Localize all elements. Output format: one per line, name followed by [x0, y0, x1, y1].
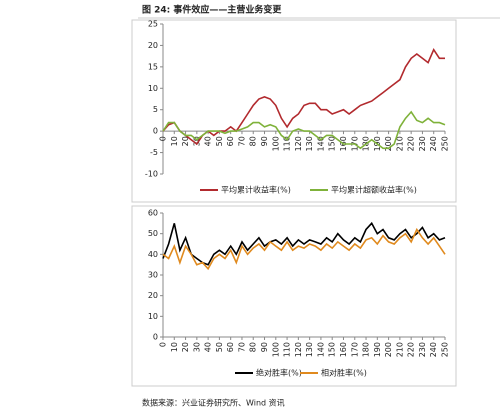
x-tick-label: 20: [181, 342, 190, 352]
x-tick-label: 30: [192, 342, 201, 352]
x-tick-label: 160: [339, 342, 348, 357]
chart-frame: [131, 205, 457, 387]
series-line: [162, 221, 446, 266]
x-tick-label: 90: [260, 342, 269, 352]
x-tick-label: 200: [384, 136, 393, 151]
x-tick-label: 100: [271, 342, 280, 357]
series-line: [162, 110, 446, 150]
x-tick-label: 250: [441, 342, 450, 357]
y-tick-label: 25: [148, 20, 158, 29]
x-tick-label: 220: [407, 136, 416, 151]
x-tick-label: 40: [204, 342, 213, 352]
y-tick-label: -10: [145, 170, 158, 179]
legend-label: 平均累计超额收益率(%): [331, 185, 417, 195]
x-tick-label: 60: [226, 342, 235, 352]
y-tick-label: 20: [148, 41, 158, 50]
x-tick-label: 50: [215, 342, 224, 352]
x-tick-label: 80: [249, 136, 258, 146]
x-tick-label: 230: [418, 342, 427, 357]
y-tick-label: 30: [148, 271, 158, 280]
source-note: 数据来源：兴业证券研究所、Wind 资讯: [142, 398, 285, 408]
y-tick-label: 20: [148, 291, 158, 300]
x-tick-label: 70: [237, 342, 246, 352]
x-tick-label: 240: [429, 342, 438, 357]
x-tick-label: 20: [181, 136, 190, 146]
x-tick-label: 80: [249, 342, 258, 352]
x-tick-label: 200: [384, 342, 393, 357]
y-tick-label: 15: [148, 62, 158, 71]
x-tick-label: 40: [204, 136, 213, 146]
y-tick-label: 0: [153, 127, 158, 136]
y-tick-label: 40: [148, 250, 158, 259]
y-tick-label: 5: [153, 105, 158, 114]
x-tick-label: 10: [170, 342, 179, 352]
legend-label: 绝对胜率(%): [256, 368, 302, 378]
y-tick-label: 10: [148, 312, 158, 321]
x-tick-label: 210: [395, 136, 404, 151]
x-tick-label: 50: [215, 136, 224, 146]
x-tick-label: 180: [362, 342, 371, 357]
x-tick-label: 120: [294, 342, 303, 357]
y-tick-label: 0: [153, 333, 158, 342]
series-line: [162, 48, 445, 146]
x-tick-label: 210: [395, 342, 404, 357]
x-tick-label: 70: [237, 136, 246, 146]
x-tick-label: 0: [159, 136, 168, 141]
figure-title: 图 24: 事件效应——主营业务变更: [142, 4, 282, 16]
x-tick-label: 110: [283, 342, 292, 357]
x-tick-label: 10: [170, 136, 179, 146]
x-tick-label: 230: [418, 136, 427, 151]
x-tick-label: 0: [159, 342, 168, 347]
x-tick-label: 120: [294, 136, 303, 151]
x-tick-label: 190: [373, 342, 382, 357]
x-tick-label: 100: [271, 136, 280, 151]
legend-label: 相对胜率(%): [321, 368, 367, 378]
legend-label: 平均累计收益率(%): [221, 185, 291, 195]
x-tick-label: 150: [328, 342, 337, 357]
x-tick-label: 240: [429, 136, 438, 151]
x-tick-label: 30: [192, 136, 201, 146]
x-tick-label: 110: [283, 136, 292, 151]
x-tick-label: 140: [316, 342, 325, 357]
y-tick-label: -5: [150, 148, 158, 157]
x-tick-label: 220: [407, 342, 416, 357]
y-tick-label: 10: [148, 84, 158, 93]
chart-frame: [131, 19, 457, 203]
x-tick-label: 130: [305, 342, 314, 357]
x-tick-label: 250: [441, 136, 450, 151]
x-tick-label: 150: [328, 136, 337, 151]
x-tick-label: 60: [226, 136, 235, 146]
x-tick-label: 90: [260, 136, 269, 146]
x-tick-label: 130: [305, 136, 314, 151]
x-tick-label: 170: [350, 342, 359, 357]
series-line: [162, 227, 446, 271]
y-tick-label: 60: [148, 209, 158, 218]
y-tick-label: 50: [148, 229, 158, 238]
x-tick-label: 140: [316, 136, 325, 151]
